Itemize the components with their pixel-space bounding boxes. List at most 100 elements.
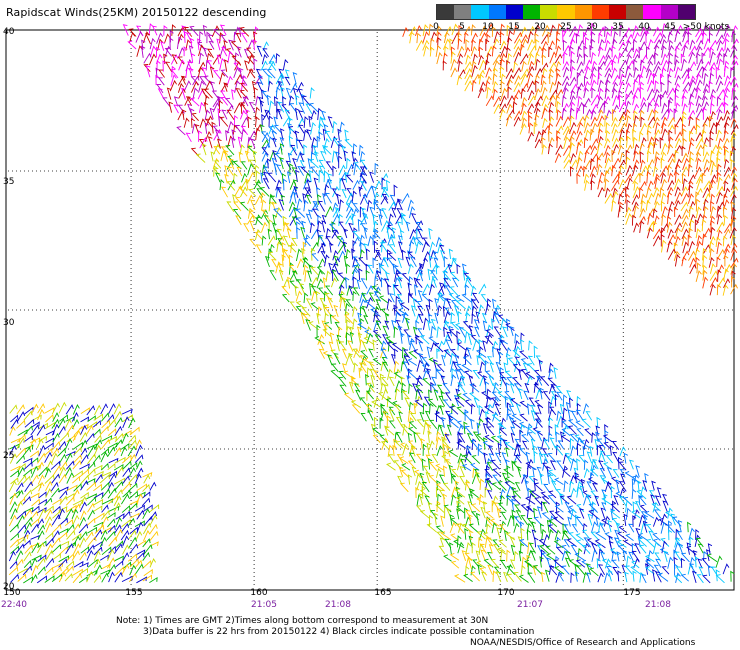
- wind-barb: [535, 376, 542, 387]
- wind-barb: [169, 37, 174, 50]
- wind-barb: [16, 447, 27, 458]
- wind-barb: [680, 186, 688, 197]
- wind-barb: [652, 129, 661, 141]
- wind-barb: [395, 295, 400, 309]
- wind-barb: [569, 166, 574, 177]
- wind-barb: [465, 312, 471, 323]
- wind-barb: [496, 527, 501, 540]
- wind-barb: [545, 553, 557, 562]
- wind-barb: [556, 68, 561, 79]
- wind-barb: [618, 164, 625, 177]
- wind-barb: [359, 193, 368, 205]
- wind-barb: [497, 442, 502, 456]
- wind-barb: [303, 116, 309, 128]
- wind-barb: [533, 482, 543, 492]
- wind-barb: [472, 369, 480, 380]
- wind-barb: [652, 102, 660, 114]
- wind-barb: [534, 52, 540, 65]
- wind-barb: [715, 74, 723, 85]
- wind-barb: [45, 522, 53, 533]
- wind-barb: [23, 461, 33, 470]
- wind-barb: [709, 88, 716, 100]
- wind-barb: [261, 139, 269, 149]
- wind-barb: [403, 355, 410, 366]
- wind-barb: [177, 82, 184, 93]
- wind-barb: [730, 185, 738, 197]
- wind-barb: [439, 537, 445, 548]
- wind-barb: [114, 566, 125, 576]
- wind-barb: [646, 227, 653, 239]
- wind-barb: [455, 523, 465, 534]
- wind-barb: [453, 394, 460, 407]
- wind-barb: [401, 212, 406, 225]
- wind-barb: [422, 39, 430, 51]
- wind-barb: [22, 529, 31, 541]
- wind-barb: [625, 213, 633, 225]
- wind-barb: [372, 434, 381, 444]
- wind-barb: [164, 47, 173, 57]
- wind-barb: [468, 535, 474, 548]
- wind-barb: [345, 310, 350, 323]
- wind-barb: [639, 207, 646, 218]
- wind-barb: [575, 33, 580, 44]
- wind-barb: [562, 87, 569, 99]
- wind-barb: [675, 227, 681, 239]
- note-line-2: 3)Data buffer is 22 hrs from 20150122 4)…: [143, 627, 535, 637]
- wind-barb: [574, 472, 579, 484]
- wind-barb: [339, 290, 345, 303]
- wind-barb: [575, 130, 583, 142]
- wind-barb: [480, 549, 486, 561]
- wind-barb: [71, 475, 81, 484]
- wind-barb: [709, 226, 716, 240]
- wind-barb: [681, 235, 688, 246]
- wind-barb: [435, 525, 445, 534]
- wind-barb: [492, 38, 500, 50]
- wind-barb: [317, 194, 322, 205]
- wind-barb: [283, 178, 288, 191]
- wind-barb: [418, 353, 424, 365]
- wind-barb: [561, 427, 571, 436]
- wind-barb: [121, 482, 131, 492]
- wind-barb: [633, 222, 640, 233]
- wind-barb: [723, 158, 730, 169]
- wind-barb: [595, 517, 601, 527]
- wind-barb: [190, 52, 196, 64]
- wind-barb: [569, 437, 574, 450]
- wind-barb: [191, 117, 196, 128]
- wind-barb: [583, 122, 591, 134]
- wind-barb: [240, 76, 248, 86]
- wind-barb: [295, 107, 300, 120]
- wind-barb: [337, 272, 347, 281]
- wind-barb: [330, 277, 338, 288]
- wind-barb: [625, 72, 633, 85]
- wind-barb: [660, 192, 667, 205]
- wind-barb: [512, 67, 522, 79]
- wind-barb: [633, 509, 640, 520]
- wind-barb: [464, 507, 469, 519]
- wind-barb: [521, 369, 530, 379]
- wind-barb: [706, 553, 718, 563]
- wind-barb: [372, 257, 377, 269]
- wind-barb: [548, 564, 555, 575]
- wind-barb: [486, 537, 494, 547]
- wind-barb: [352, 143, 358, 155]
- wind-barb: [563, 159, 572, 169]
- wind-barb: [294, 130, 300, 142]
- wind-barb: [303, 292, 309, 304]
- wind-barb: [254, 164, 260, 176]
- wind-barb: [731, 95, 739, 107]
- wind-barb: [554, 555, 560, 568]
- wind-barb: [688, 79, 696, 92]
- wind-barb: [633, 78, 639, 92]
- wind-barb: [79, 496, 87, 507]
- wind-barb: [128, 490, 139, 500]
- wind-barb: [448, 248, 454, 260]
- wind-barb: [276, 228, 283, 239]
- wind-barb: [371, 399, 381, 408]
- wind-barb: [597, 179, 603, 190]
- wind-barb: [142, 483, 150, 492]
- wind-barb: [284, 76, 291, 86]
- wind-barb: [513, 571, 522, 582]
- wind-barb: [338, 221, 347, 233]
- wind-barb: [603, 515, 610, 527]
